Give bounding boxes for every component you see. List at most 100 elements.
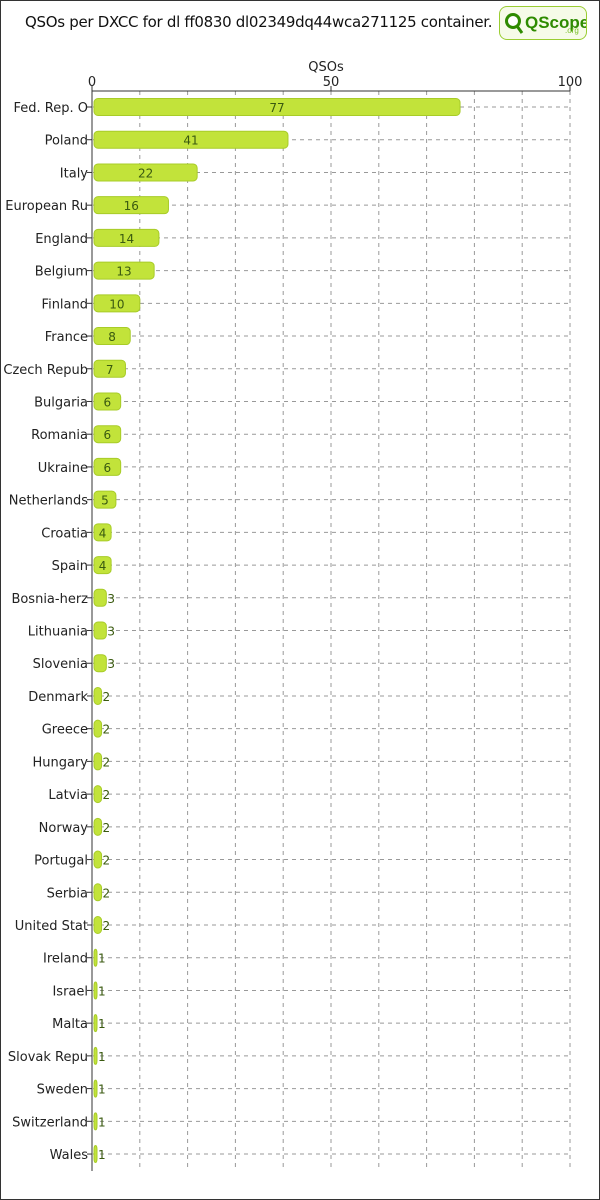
bar[interactable] [93,1145,98,1164]
bar[interactable] [93,588,107,607]
category-label: Fed. Rep. O [14,101,88,116]
bar-value-label: 1 [98,1148,106,1162]
bar-value-label: 77 [269,101,284,115]
bar[interactable] [93,785,103,804]
category-label: Greece [42,723,88,738]
bar[interactable] [93,163,198,182]
category-label: France [45,330,88,345]
bar-value-label: 5 [101,494,109,508]
bar-value-label: 4 [99,559,107,573]
logo-text: QScope [525,13,586,32]
bar-value-label: 8 [108,330,116,344]
bar[interactable] [93,686,103,705]
bar-value-label: 2 [103,854,111,868]
bar-value-label: 2 [103,821,111,835]
bar[interactable] [93,719,103,738]
category-label: Hungary [32,755,88,770]
bar-value-label: 3 [107,592,115,606]
bar[interactable] [93,654,107,673]
qscope-logo[interactable]: QScope .org [499,6,587,40]
category-label: Israel [52,984,88,999]
bar[interactable] [93,752,103,771]
bar[interactable] [93,294,141,313]
bar[interactable] [93,883,103,902]
category-label: Ireland [43,952,88,967]
category-label: Bulgaria [34,395,88,410]
x-tick-label: 50 [323,75,340,90]
bar[interactable] [93,392,122,411]
bar[interactable] [93,817,103,836]
bar-value-label: 14 [119,232,134,246]
category-label: Finland [42,297,88,312]
bar[interactable] [93,359,126,378]
bar-value-label: 4 [99,526,107,540]
category-label: Bosnia-herz [11,592,88,607]
bar[interactable] [93,523,112,542]
category-label: Latvia [48,788,88,803]
category-label: Czech Repub [3,363,88,378]
category-label: Denmark [28,690,88,705]
bar-value-label: 1 [98,1083,106,1097]
bar-value-label: 2 [103,886,111,900]
bar-value-label: 3 [107,625,115,639]
bar-value-label: 13 [116,265,131,279]
category-label: Netherlands [9,494,88,509]
category-label: Slovenia [33,657,88,672]
bar[interactable] [93,425,122,444]
category-label: Lithuania [28,625,88,640]
bar-value-label: 2 [103,723,111,737]
bar-value-label: 1 [98,1050,106,1064]
bar[interactable] [93,1079,98,1098]
category-label: Ukraine [38,461,88,476]
bar[interactable] [93,1046,98,1065]
bar[interactable] [93,228,160,247]
bar[interactable] [93,948,98,967]
bar-value-label: 1 [98,1017,106,1031]
bar-value-label: 2 [103,690,111,704]
category-label: Malta [52,1017,88,1032]
category-label: European Ru [5,199,88,214]
category-label: Portugal [34,854,88,869]
chart-title: QSOs per DXCC for dl ff0830 dl02349dq44w… [25,13,493,31]
bar[interactable] [93,850,103,869]
x-tick-label: 0 [88,75,96,90]
bar[interactable] [93,98,461,116]
category-label: Sweden [37,1083,88,1098]
bar[interactable] [93,457,122,476]
category-label: Wales [50,1148,89,1163]
bar[interactable] [93,621,107,640]
category-label: England [35,232,88,247]
bar[interactable] [93,1112,98,1131]
category-label: United Stat [15,919,88,934]
bar[interactable] [93,490,117,509]
bar[interactable] [93,261,155,280]
logo-suffix: .org [565,26,579,35]
category-label: Spain [52,559,88,574]
bar-value-label: 2 [103,755,111,769]
bar[interactable] [93,556,112,575]
bar-value-label: 16 [124,199,139,213]
bar-value-label: 3 [107,657,115,671]
bar[interactable] [93,196,169,215]
bar[interactable] [93,916,103,934]
category-label: Italy [60,166,89,181]
category-label: Belgium [35,265,88,280]
category-label: Serbia [47,886,88,901]
bar-value-label: 1 [98,984,106,998]
x-axis-title: QSOs [308,60,344,75]
category-label: Switzerland [12,1115,88,1130]
bar-value-label: 7 [106,363,114,377]
bar-value-label: 6 [104,395,112,409]
bar-value-label: 10 [109,297,124,311]
bar[interactable] [93,327,131,346]
x-tick-label: 100 [558,75,583,90]
bar-value-label: 1 [98,1115,106,1129]
bar-value-label: 1 [98,952,106,966]
category-label: Norway [39,821,89,836]
bar[interactable] [93,981,98,1000]
bar-value-label: 6 [104,428,112,442]
bar[interactable] [93,1014,98,1033]
bar[interactable] [93,130,289,149]
